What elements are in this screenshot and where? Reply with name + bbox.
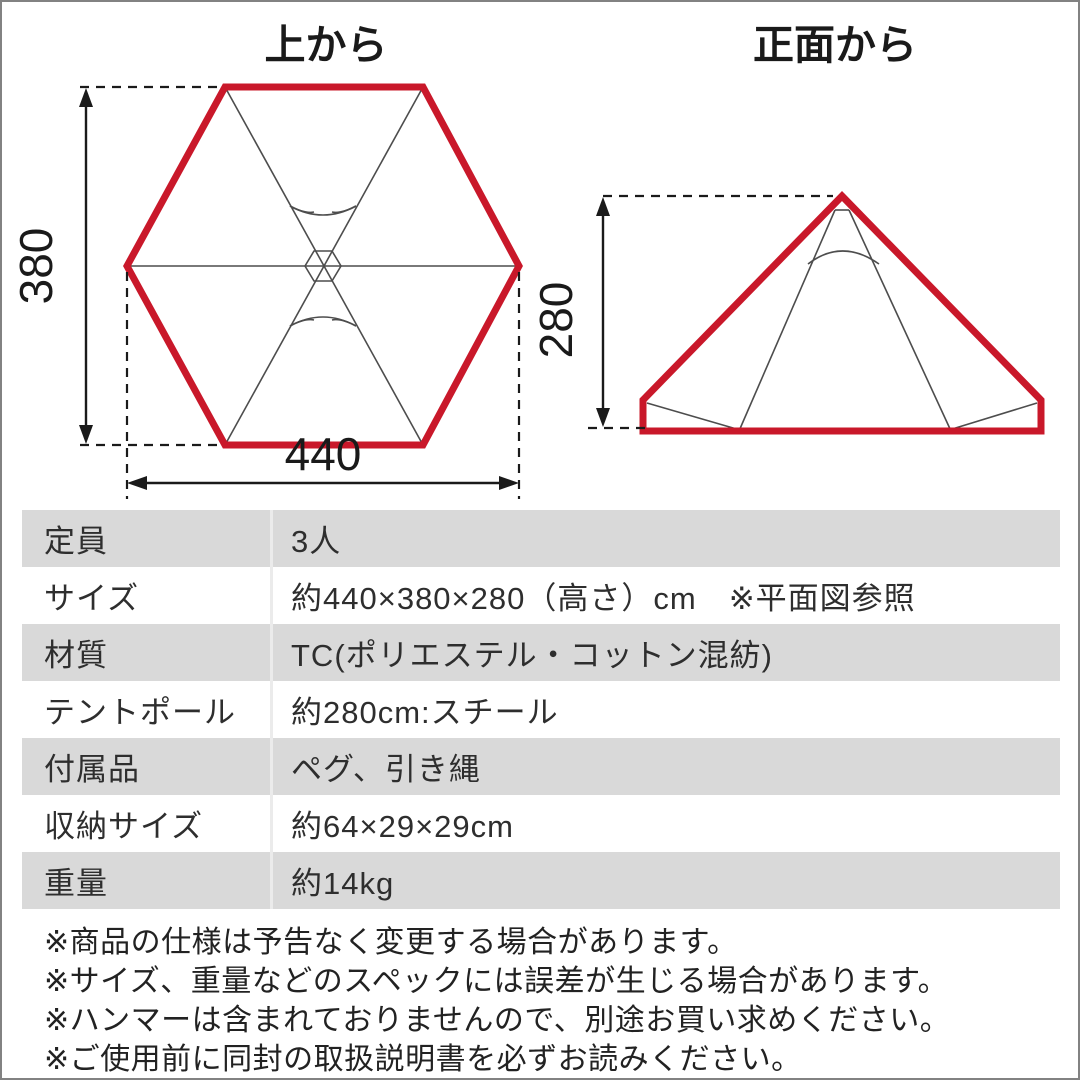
top-view-diagram: 上から (10, 22, 523, 499)
hexagon-seam-lines (127, 86, 519, 446)
left-corner-fold-line (646, 402, 741, 431)
spec-value: 約14kg (270, 852, 1060, 909)
footnotes: ※商品の仕様は予告なく変更する場合があります。 ※サイズ、重量などのスペックには… (44, 923, 1054, 1078)
note-line: ※ハンマーは含まれておりませんので、別途お買い求めください。 (44, 1004, 951, 1037)
dimension-440: 440 (125, 272, 521, 499)
arrowhead-up-icon (596, 197, 610, 216)
table-row: 重量 約14kg (22, 852, 1060, 909)
note-line: ※ご使用前に同封の取扱説明書を必ずお読みください。 (44, 1043, 802, 1076)
depth-dimension-label: 380 (10, 228, 62, 305)
spec-label: 重量 (44, 866, 108, 901)
spec-value: 3人 (270, 510, 1060, 567)
tent-dimension-diagrams: 上から (10, 22, 1045, 499)
arrowhead-up-icon (79, 88, 93, 107)
table-row: テントポール 約280cm:スチール (22, 681, 1060, 738)
spec-value: TC(ポリエステル・コットン混紡) (270, 624, 1060, 681)
spec-value: 約440×380×280（高さ）cm ※平面図参照 (270, 567, 1060, 624)
width-dimension-label: 440 (285, 428, 362, 480)
inner-tent-lines (646, 209, 1038, 432)
spec-label: テントポール (44, 695, 236, 730)
front-view-diagram: 正面から 280 (530, 22, 1045, 435)
dimension-380: 380 (10, 85, 221, 447)
table-row: 付属品 ペグ、引き縄 (22, 738, 1060, 795)
arrowhead-down-icon (596, 408, 610, 427)
front-tent-outline (639, 190, 1045, 435)
spec-label: 付属品 (44, 752, 140, 787)
spec-label: 定員 (44, 524, 108, 559)
spec-table: 定員 3人 サイズ 約440×380×280（高さ）cm ※平面図参照 材質 T… (22, 510, 1060, 909)
front-view-title: 正面から (753, 22, 917, 68)
top-view-title: 上から (265, 22, 388, 68)
right-corner-fold-line (948, 402, 1038, 431)
hexagon-outline (123, 83, 523, 449)
arrowhead-right-icon (499, 476, 519, 490)
spec-value: 約280cm:スチール (270, 681, 1060, 738)
door-arch-arc (807, 250, 880, 265)
dimension-280: 280 (530, 194, 833, 430)
note-line: ※サイズ、重量などのスペックには誤差が生じる場合があります。 (44, 965, 949, 998)
height-dimension-label: 280 (530, 282, 582, 359)
spec-value: ペグ、引き縄 (270, 738, 1060, 795)
table-row: サイズ 約440×380×280（高さ）cm ※平面図参照 (22, 567, 1060, 624)
arrowhead-down-icon (79, 425, 93, 444)
table-row: 定員 3人 (22, 510, 1060, 567)
table-row: 材質 TC(ポリエステル・コットン混紡) (22, 624, 1060, 681)
center-pole-hexagon (304, 250, 342, 282)
note-line: ※商品の仕様は予告なく変更する場合があります。 (44, 926, 738, 959)
arrowhead-left-icon (127, 476, 147, 490)
spec-label: サイズ (44, 581, 140, 616)
spec-value: 約64×29×29cm (270, 795, 1060, 852)
spec-label: 材質 (44, 638, 108, 673)
table-row: 収納サイズ 約64×29×29cm (22, 795, 1060, 852)
spec-label: 収納サイズ (44, 809, 204, 844)
